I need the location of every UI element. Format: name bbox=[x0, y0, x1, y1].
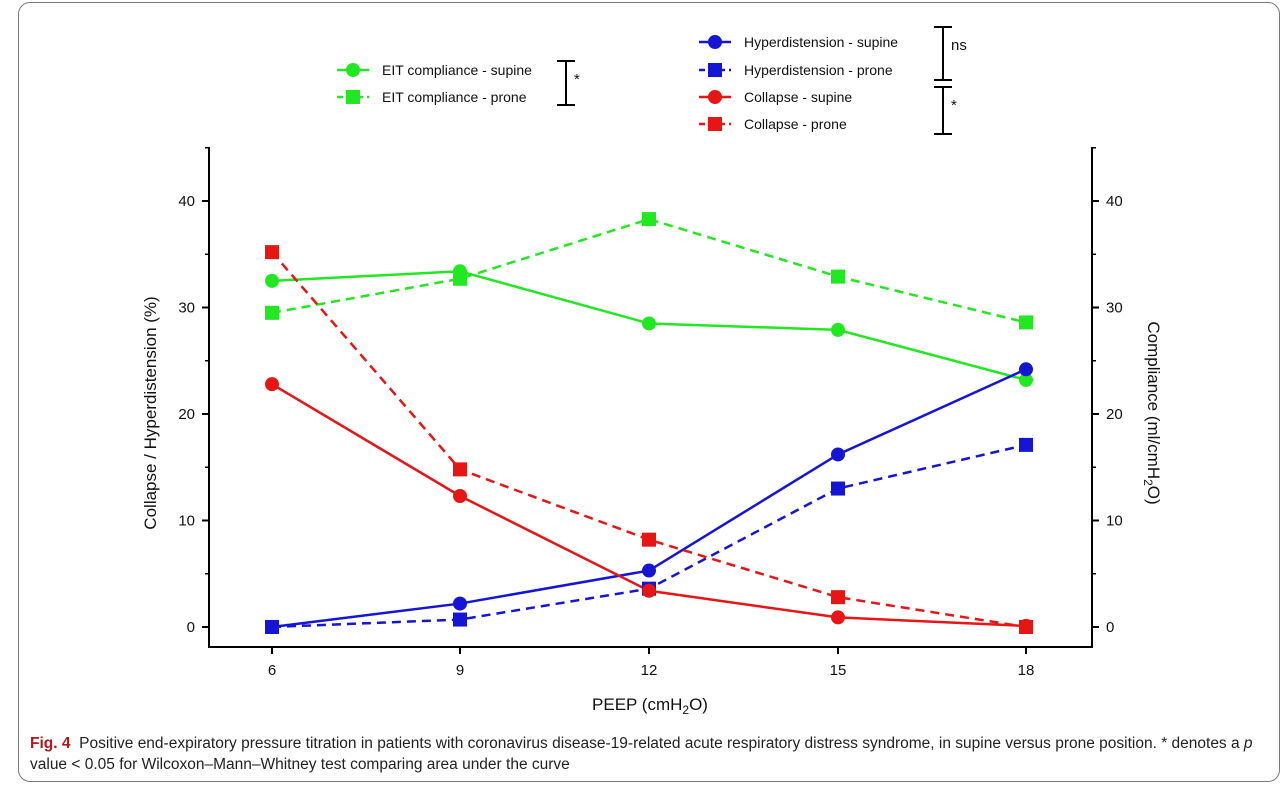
line-chart: 0 0 10 10 20 20 30 30 40 40 6 9 12 15 18 EIT complianc… bbox=[141, 26, 1163, 717]
data-point-circle bbox=[642, 316, 656, 331]
caption-label: Fig. 4 bbox=[30, 735, 71, 752]
significance-bracket-compliance-label: * bbox=[574, 71, 580, 88]
y-tick-label-left: 40 bbox=[178, 193, 195, 210]
data-point-square bbox=[1019, 315, 1033, 330]
data-point-circle bbox=[831, 322, 845, 337]
legend-marker bbox=[708, 90, 722, 104]
caption-p-symbol: p bbox=[1243, 735, 1253, 752]
data-point-square bbox=[453, 462, 467, 477]
data-point-square bbox=[265, 245, 279, 260]
y-tick-label-left: 0 bbox=[187, 619, 195, 636]
x-tick-label: 12 bbox=[641, 662, 658, 679]
caption-text: Positive end-expiratory pressure titrati… bbox=[79, 735, 1244, 752]
legend-label: Hyperdistension - prone bbox=[744, 62, 893, 78]
data-point-circle bbox=[265, 377, 279, 392]
figure-frame bbox=[18, 2, 1280, 782]
x-tick-label: 6 bbox=[268, 662, 276, 679]
data-point-circle bbox=[1019, 372, 1033, 387]
legend-label: Collapse - supine bbox=[744, 89, 852, 105]
chart-axes: 0 0 10 10 20 20 30 30 40 40 6 9 12 15 18 bbox=[178, 147, 1123, 679]
data-point-square bbox=[265, 305, 279, 320]
x-tick-label: 15 bbox=[830, 662, 847, 679]
data-point-square bbox=[642, 212, 656, 227]
data-point-square bbox=[1019, 437, 1033, 452]
legend-label: EIT compliance - prone bbox=[382, 89, 527, 105]
y-tick-label-right: 10 bbox=[1106, 513, 1123, 530]
legend-label: Collapse - prone bbox=[744, 116, 847, 132]
legend-label: Hyperdistension - supine bbox=[744, 34, 898, 50]
series-line-1 bbox=[271, 217, 1027, 324]
legend-label: EIT compliance - supine bbox=[382, 62, 532, 78]
y-axis-label-left: Collapse / Hyperdistension (%) bbox=[141, 296, 160, 529]
data-point-square bbox=[453, 612, 467, 627]
data-point-circle bbox=[831, 610, 845, 625]
data-point-circle bbox=[265, 273, 279, 288]
legend-marker bbox=[708, 117, 722, 131]
significance-bracket-collapse-label: * bbox=[951, 97, 957, 114]
figure-caption: Fig. 4 Positive end-expiratory pressure … bbox=[30, 733, 1265, 775]
data-point-circle bbox=[1019, 362, 1033, 377]
data-point-square bbox=[831, 590, 845, 605]
y-tick-label-right: 40 bbox=[1106, 193, 1123, 210]
data-point-circle bbox=[453, 596, 467, 611]
x-tick-label: 9 bbox=[456, 662, 464, 679]
legend-marker bbox=[708, 63, 722, 77]
data-point-square bbox=[1019, 620, 1033, 634]
y-tick-label-left: 10 bbox=[178, 513, 195, 530]
y-tick-label-right: 0 bbox=[1106, 619, 1114, 636]
chart-markers bbox=[265, 212, 1033, 634]
data-point-circle bbox=[642, 563, 656, 578]
legend-marker bbox=[346, 63, 360, 77]
data-point-square bbox=[642, 532, 656, 547]
y-tick-label-left: 30 bbox=[178, 300, 195, 317]
data-point-square bbox=[831, 269, 845, 284]
data-point-circle bbox=[453, 489, 467, 504]
x-axis-label: PEEP (cmH2O) bbox=[592, 695, 708, 717]
y-tick-label-left: 20 bbox=[178, 406, 195, 423]
data-point-square bbox=[265, 620, 279, 634]
caption-text-after: value < 0.05 for Wilcoxon–Mann–Whitney t… bbox=[30, 756, 570, 773]
data-point-square bbox=[453, 271, 467, 286]
legend-marker bbox=[708, 35, 722, 49]
data-point-circle bbox=[642, 583, 656, 598]
y-tick-label-right: 20 bbox=[1106, 406, 1123, 423]
y-axis-label-right: Compliance (ml/cmH2O) bbox=[1141, 321, 1163, 504]
x-tick-label: 18 bbox=[1018, 662, 1035, 679]
chart-legend: EIT compliance - supine EIT compliance - … bbox=[337, 26, 967, 135]
data-point-circle bbox=[831, 447, 845, 462]
data-point-square bbox=[831, 481, 845, 496]
significance-bracket-hyperdistension-label: ns bbox=[951, 37, 967, 54]
y-tick-label-right: 30 bbox=[1106, 300, 1123, 317]
legend-marker bbox=[346, 90, 360, 104]
